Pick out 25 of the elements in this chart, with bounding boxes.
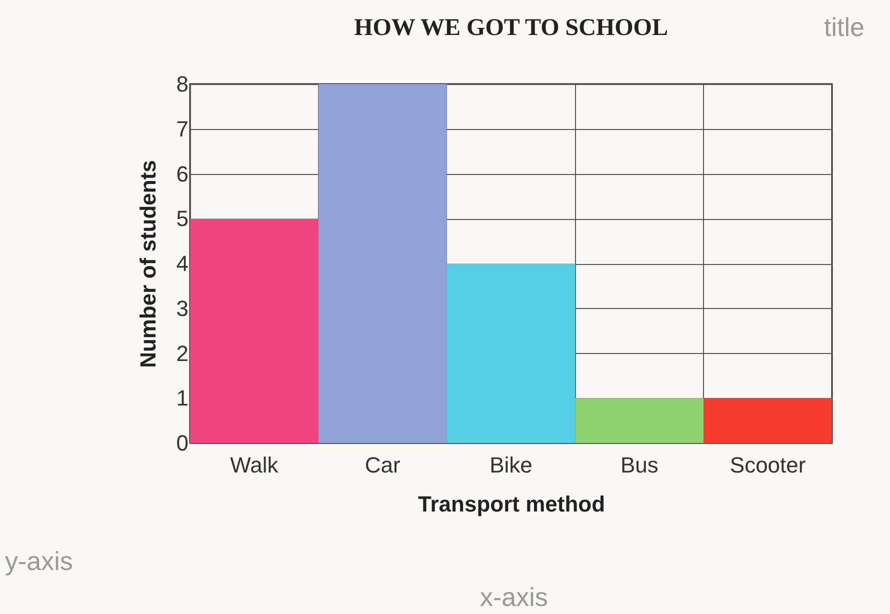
y-tick-label: 5 xyxy=(176,206,188,232)
text: x-axis xyxy=(480,582,548,612)
y-tick-label: 8 xyxy=(176,72,188,96)
x-tick-label: Bus xyxy=(620,452,658,478)
bar xyxy=(575,398,704,443)
x-tick-label: Scooter xyxy=(730,452,806,478)
y-tick-label: 1 xyxy=(176,386,188,411)
y-tick-label: 0 xyxy=(176,430,188,456)
bar xyxy=(704,398,832,443)
chart-title: HOW WE GOT TO SCHOOL xyxy=(354,15,668,41)
bar xyxy=(318,84,447,443)
y-tick-label: 7 xyxy=(176,116,188,142)
text: y-axis xyxy=(5,546,73,576)
x-axis-title: Transport method xyxy=(418,492,606,516)
y-tick-label: 4 xyxy=(176,251,188,276)
y-axis-title: Number of students xyxy=(135,160,160,368)
y-tick-label: 3 xyxy=(176,296,188,321)
x-tick-label: Bike xyxy=(490,452,532,478)
y-tick-label: 6 xyxy=(176,161,188,186)
x-tick-label: Walk xyxy=(230,452,280,478)
bar xyxy=(190,218,318,443)
text: title xyxy=(824,12,864,42)
x-tick-label: Car xyxy=(364,452,400,478)
y-tick-label: 2 xyxy=(176,340,188,366)
bar xyxy=(446,264,576,443)
